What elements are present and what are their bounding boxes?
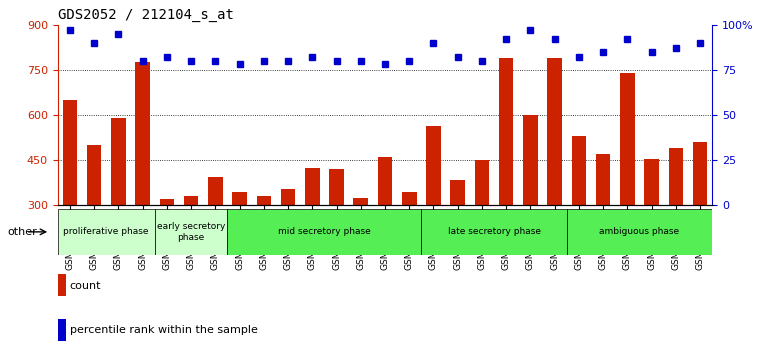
Bar — [281, 189, 296, 205]
Bar — [474, 160, 489, 205]
Bar — [450, 180, 465, 205]
Text: early secretory
phase: early secretory phase — [157, 222, 226, 241]
Bar — [644, 159, 659, 205]
Bar — [402, 192, 417, 205]
Bar — [353, 198, 368, 205]
Text: other: other — [8, 227, 38, 237]
Bar — [159, 199, 174, 205]
Bar — [305, 168, 320, 205]
Bar — [256, 196, 271, 205]
Text: GDS2052 / 212104_s_at: GDS2052 / 212104_s_at — [58, 8, 233, 22]
Bar — [87, 145, 102, 205]
Bar — [596, 154, 611, 205]
Bar — [693, 142, 708, 205]
Bar — [155, 209, 227, 255]
Bar — [208, 177, 223, 205]
Bar — [330, 169, 343, 205]
Bar — [111, 118, 126, 205]
Bar — [378, 157, 392, 205]
Text: count: count — [69, 281, 101, 291]
Text: percentile rank within the sample: percentile rank within the sample — [69, 325, 257, 335]
Bar — [184, 196, 199, 205]
Bar — [58, 209, 155, 255]
Bar — [547, 58, 562, 205]
Bar — [499, 58, 514, 205]
Bar — [620, 73, 634, 205]
Bar — [136, 62, 150, 205]
Bar — [58, 274, 66, 297]
Bar — [427, 126, 440, 205]
Bar — [571, 136, 586, 205]
Text: ambiguous phase: ambiguous phase — [600, 227, 680, 236]
Text: proliferative phase: proliferative phase — [63, 227, 149, 236]
Bar — [62, 100, 77, 205]
Text: mid secretory phase: mid secretory phase — [278, 227, 371, 236]
Bar — [523, 115, 537, 205]
Bar — [668, 148, 683, 205]
Text: late secretory phase: late secretory phase — [447, 227, 541, 236]
Bar — [567, 209, 712, 255]
Bar — [58, 319, 66, 341]
Bar — [421, 209, 567, 255]
Bar — [233, 192, 247, 205]
Bar — [227, 209, 421, 255]
